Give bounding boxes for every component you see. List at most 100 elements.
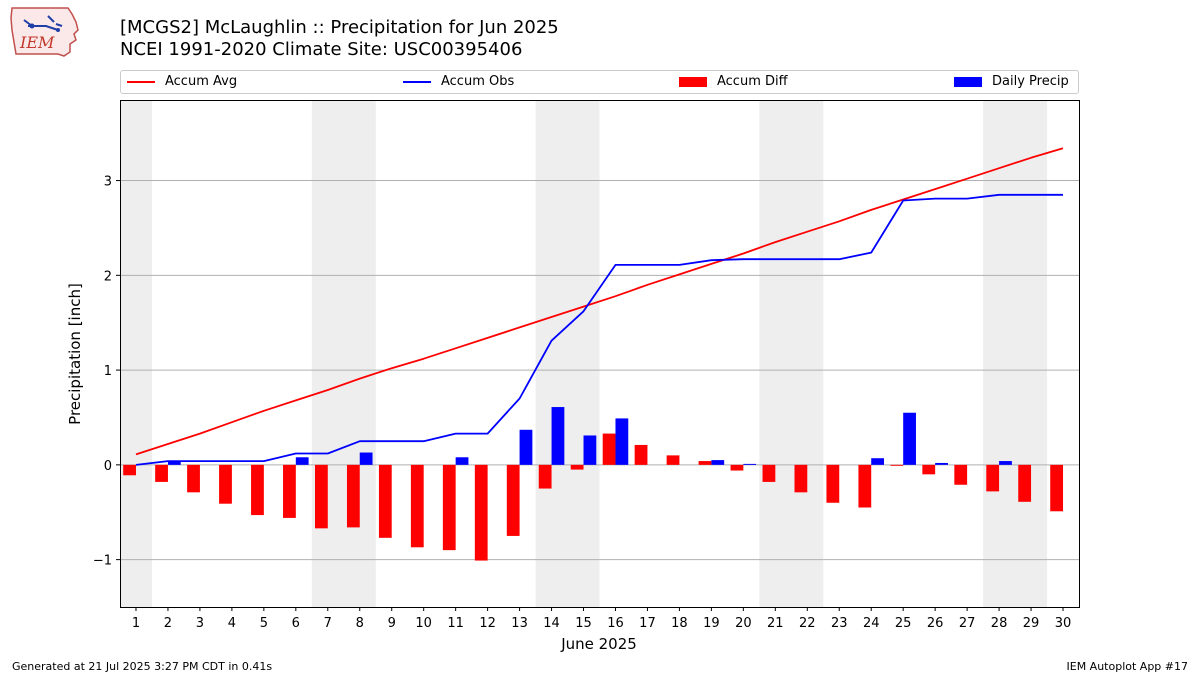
x-tick-label: 9 (388, 616, 396, 631)
grid-lines (120, 180, 1079, 561)
accum-diff-bars (123, 433, 1064, 561)
accum-diff-bar (442, 464, 456, 551)
accum-diff-bar (378, 464, 392, 538)
weather-icon (23, 15, 63, 31)
weekend-band (311, 100, 376, 607)
daily-precip-bar (583, 435, 597, 465)
accum-diff-bar (570, 464, 584, 470)
legend-label-daily-precip: Daily Precip (992, 74, 1069, 89)
accum-diff-bar (922, 464, 936, 475)
x-tick-label: 18 (671, 616, 688, 631)
daily-precip-bar (615, 418, 629, 465)
daily-precip-bar (359, 452, 373, 465)
accum-diff-bar (219, 464, 232, 504)
x-tick-label: 22 (799, 616, 816, 631)
daily-precip-bar (551, 407, 565, 465)
x-tick-label: 23 (831, 616, 848, 631)
x-tick-label: 24 (863, 616, 880, 631)
daily-precip-bar (295, 457, 309, 465)
legend-item-accum-avg: Accum Avg (127, 74, 237, 89)
y-tick-label: 1 (104, 364, 112, 379)
daily-precip-bar (519, 429, 533, 465)
daily-precip-bar (455, 457, 469, 465)
accum-diff-bar (1050, 464, 1064, 512)
accum-diff-bar (730, 464, 744, 471)
y-tick-label: 0 (104, 459, 112, 474)
accum-avg-line (135, 147, 1064, 456)
weekend-bands (120, 100, 1048, 607)
accum-diff-bar (698, 461, 712, 465)
accum-diff-bar (283, 464, 296, 518)
x-tick-label: 20 (735, 616, 752, 631)
x-tick-label: 19 (703, 616, 720, 631)
x-tick-label: 5 (260, 616, 268, 631)
plot-frame (120, 100, 1080, 608)
footer-generated: Generated at 21 Jul 2025 3:27 PM CDT in … (12, 660, 273, 673)
x-tick-label: 7 (324, 616, 332, 631)
accum-obs-line (135, 193, 1063, 466)
x-tick-label: 3 (196, 616, 204, 631)
accum-diff-bar (251, 464, 264, 516)
accum-diff-bar (1018, 464, 1032, 502)
weekend-band (120, 100, 152, 607)
accum-diff-bar (762, 464, 776, 482)
daily-precip-bars (167, 407, 1012, 465)
iem-logo: IEM (10, 7, 79, 57)
legend-label-accum-obs: Accum Obs (441, 74, 515, 89)
x-axis-label: June 2025 (560, 635, 637, 653)
accum-diff-bar (954, 464, 968, 485)
accum-diff-bar (986, 464, 1000, 492)
accum-lines (135, 147, 1064, 466)
logo-text: IEM (19, 33, 55, 52)
chart-subtitle: NCEI 1991-2020 Climate Site: USC00395406 (120, 39, 523, 60)
legend-label-accum-diff: Accum Diff (717, 74, 788, 89)
x-tick-label: 4 (228, 616, 236, 631)
x-axis-ticks: 1 2 3 4 5 6 7 8 9 10 11 12 13 14 15 16 17 18 19 20 21 22 23 24 2… (132, 607, 1071, 631)
x-tick-label: 30 (1055, 616, 1072, 631)
daily-precip-bar (999, 461, 1012, 465)
weekend-band (983, 100, 1048, 607)
x-tick-label: 12 (479, 616, 496, 631)
iowa-outline-icon (10, 7, 79, 57)
accum-diff-bar (666, 455, 680, 465)
y-axis-ticks: −1 0 1 2 3 (93, 175, 120, 569)
daily-precip-bar (167, 461, 181, 465)
legend-item-daily-precip: Daily Precip (954, 74, 1069, 89)
legend-swatch-daily-precip (954, 76, 982, 87)
legend-label-accum-avg: Accum Avg (165, 74, 238, 89)
x-tick-label: 29 (1023, 616, 1040, 631)
legend: Accum Avg Accum Obs Accum Diff Daily Pre… (120, 70, 1079, 94)
y-tick-label: 3 (104, 175, 112, 190)
accum-diff-bar (602, 433, 616, 465)
legend-swatch-accum-obs (403, 80, 431, 83)
y-tick-label: −1 (93, 554, 112, 569)
accum-diff-bar (410, 464, 424, 548)
x-tick-label: 28 (991, 616, 1008, 631)
x-tick-label: 11 (447, 616, 464, 631)
footer-app: IEM Autoplot App #17 (1066, 660, 1189, 673)
accum-diff-bar (890, 464, 904, 466)
daily-precip-bar (711, 460, 725, 465)
x-tick-label: 17 (639, 616, 656, 631)
weekend-band (535, 100, 600, 607)
x-tick-label: 26 (927, 616, 944, 631)
x-tick-label: 16 (607, 616, 624, 631)
y-tick-label: 2 (104, 269, 112, 284)
x-tick-label: 6 (292, 616, 300, 631)
x-tick-label: 1 (132, 616, 140, 631)
accum-diff-bar (506, 464, 520, 536)
accum-diff-bar (826, 464, 840, 503)
daily-precip-bar (903, 412, 916, 465)
accum-diff-bar (474, 464, 488, 561)
accum-diff-bar (538, 464, 552, 489)
legend-item-accum-obs: Accum Obs (403, 74, 514, 89)
daily-precip-bar (743, 463, 757, 465)
accum-diff-bar (634, 444, 648, 465)
accum-diff-bar (794, 464, 808, 493)
accum-diff-bar (123, 464, 136, 476)
accum-diff-bar (155, 464, 168, 482)
x-tick-label: 14 (543, 616, 560, 631)
accum-diff-bar (314, 464, 328, 529)
legend-swatch-accum-avg (127, 80, 155, 83)
